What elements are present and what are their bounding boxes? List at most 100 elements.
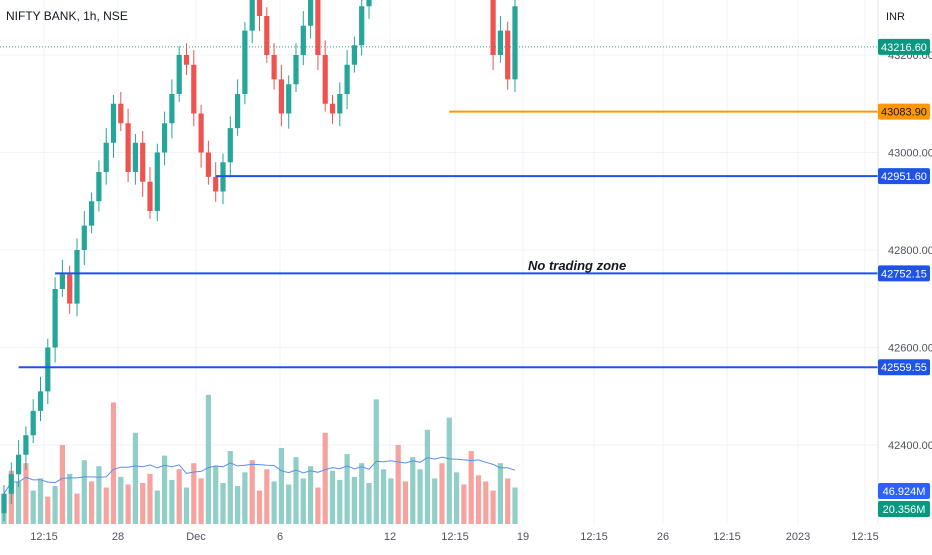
currency-label: INR [886, 11, 905, 23]
level-price-tag-bg [878, 359, 930, 376]
volume-bar [264, 469, 270, 524]
volume-bar [59, 444, 65, 524]
candle-body [8, 474, 14, 494]
time-tick-label: 12:15 [580, 531, 608, 543]
candle-body [351, 45, 357, 65]
volume-bar [424, 429, 430, 524]
volume-bar [315, 487, 321, 524]
volume-tag-label: 46.924M [883, 486, 926, 498]
volume-bar [454, 472, 460, 524]
volume-bar [286, 484, 292, 524]
candle [125, 108, 131, 183]
candle [293, 43, 299, 93]
candle [308, 0, 314, 39]
volume-tag-label: 20.356M [883, 504, 926, 516]
time-tick-label: 12 [384, 531, 396, 543]
candle-body [278, 79, 284, 114]
candle [322, 40, 328, 112]
candle [96, 160, 102, 212]
volume-bar [344, 454, 350, 524]
volume-bar [402, 481, 409, 524]
candle-body [308, 0, 314, 26]
volume-bar [110, 402, 117, 524]
candle [337, 82, 343, 127]
candle-body [490, 0, 496, 55]
candle-body [300, 25, 306, 55]
candle [235, 79, 241, 136]
candle-body [315, 0, 321, 55]
candle [81, 211, 87, 266]
candle-body [45, 347, 51, 392]
candle [213, 162, 219, 202]
time-tick-label: 6 [277, 531, 283, 543]
candle [329, 94, 336, 124]
candle-body [74, 250, 80, 304]
volume-bar [366, 482, 372, 524]
candle-body [169, 94, 175, 124]
candle [45, 338, 51, 405]
candle [140, 131, 146, 197]
chart-title: NIFTY BANK, 1h, NSE [6, 9, 128, 23]
volume-bar [475, 475, 482, 524]
volume-bar [81, 460, 87, 524]
volume-bar [198, 478, 204, 524]
volume-bar [410, 457, 416, 524]
candle [52, 277, 58, 363]
level-price-tag: 42559.55 [878, 359, 930, 376]
time-tick-label: 12:15 [713, 531, 741, 543]
candle [183, 43, 190, 75]
volume-bar [351, 476, 357, 524]
volume-bar [183, 487, 190, 524]
candle-body [322, 55, 328, 104]
candle [220, 153, 226, 205]
candle-body [1, 493, 7, 514]
grid [0, 0, 878, 524]
volume-tag-bg [878, 483, 930, 499]
level-price-tag-bg [878, 103, 930, 120]
candle [366, 0, 372, 19]
volume-bar [271, 481, 277, 524]
candle [497, 16, 503, 63]
candle-body [89, 201, 95, 226]
volume-bar [242, 472, 248, 524]
volume-bar [125, 484, 131, 524]
candle-body [329, 103, 336, 114]
candle [8, 462, 14, 504]
level-price-tag-label: 42752.15 [881, 268, 927, 280]
candle-body [366, 0, 372, 7]
volume-bar [300, 478, 306, 524]
candle [249, 0, 255, 44]
candle-body [103, 142, 109, 172]
candle [59, 259, 65, 297]
candle [110, 94, 117, 158]
volume-ma-line [3, 456, 516, 494]
candle [351, 36, 357, 73]
candle-body [110, 103, 117, 143]
candle [132, 133, 138, 185]
candle-body [118, 103, 124, 124]
candle-body [30, 410, 36, 436]
volume-bar [23, 463, 29, 524]
time-axis: 12:15 28 Dec 6 12 12:15 19 12:15 26 12:15 2023 12:1… [30, 531, 879, 543]
candle [176, 46, 182, 102]
candle-body [176, 55, 182, 94]
volume-bar [505, 478, 511, 524]
time-tick-label: 12:15 [441, 531, 469, 543]
volume-bars [1, 394, 518, 524]
candle [118, 92, 124, 132]
volume-tag: 20.356M [878, 501, 930, 517]
candle-body [154, 152, 160, 211]
candle-body [293, 55, 299, 85]
candle [89, 192, 95, 234]
volume-bar [446, 417, 452, 524]
candle [490, 0, 496, 71]
time-tick-label: 12:15 [851, 531, 879, 543]
volume-bar [395, 444, 401, 524]
volume-bar [512, 487, 518, 524]
candle-body [235, 94, 241, 129]
volume-bar [16, 481, 22, 524]
candle [154, 143, 160, 222]
candle [512, 0, 518, 93]
time-tick-label: 2023 [786, 531, 810, 543]
